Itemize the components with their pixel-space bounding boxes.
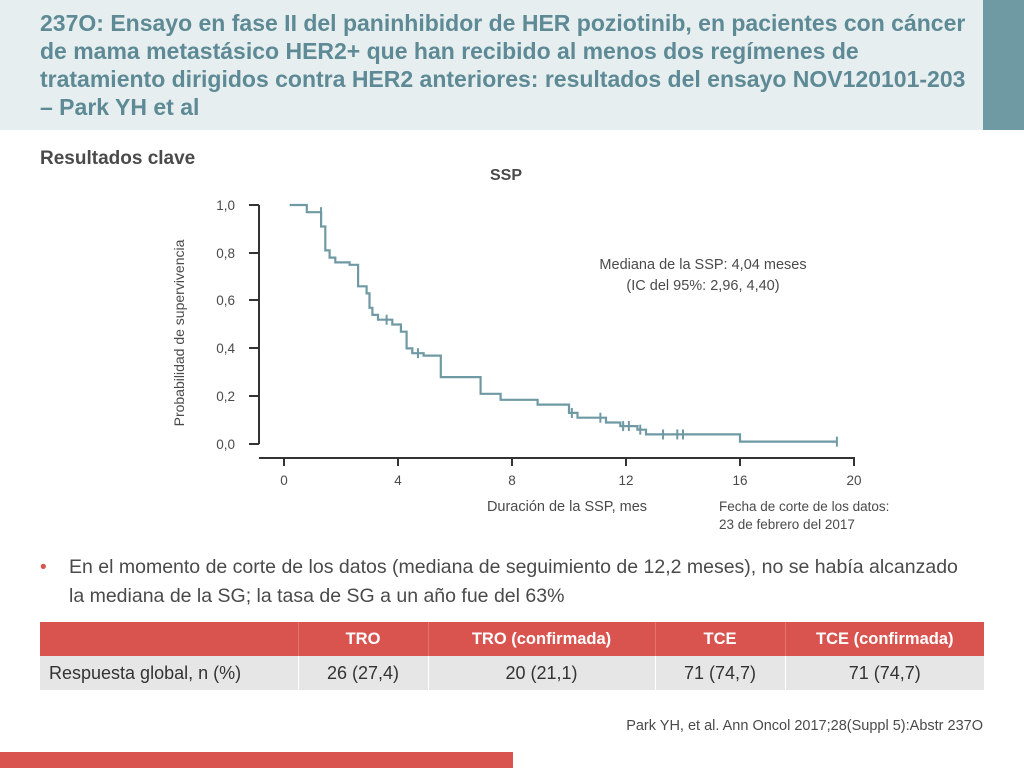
y-tick-label: 0,6 [216, 293, 235, 308]
y-tick-label: 0,2 [216, 389, 235, 404]
y-axis-label: Probabilidad de supervivencia [171, 239, 187, 426]
table-cell: 26 (27,4) [298, 656, 429, 690]
data-cutoff-date: 23 de febrero del 2017 [719, 517, 855, 532]
x-tick-label: 4 [394, 473, 402, 488]
table-row: Respuesta global, n (%) 26 (27,4) 20 (21… [40, 656, 984, 690]
x-tick-label: 20 [846, 473, 861, 488]
title-band [0, 0, 983, 130]
response-table: TRO TRO (confirmada) TCE TCE (confirmada… [40, 622, 984, 690]
os-bullet: • En el momento de corte de los datos (m… [40, 553, 970, 611]
y-tick-label: 1,0 [216, 198, 235, 213]
table-cell: Respuesta global, n (%) [40, 656, 299, 690]
y-tick-label: 0,8 [216, 246, 235, 261]
bullet-text: En el momento de corte de los datos (med… [69, 556, 958, 607]
y-axis [249, 204, 260, 445]
pfs-curve [289, 203, 837, 443]
x-tick-label: 0 [280, 473, 288, 488]
y-tick-label: 0,4 [216, 341, 235, 356]
x-axis [259, 457, 855, 466]
chart-title: SSP [490, 167, 522, 184]
table-header-cell: TRO [298, 622, 429, 656]
table-cell: 71 (74,7) [785, 656, 984, 690]
title-accent-bar [983, 0, 1024, 130]
section-title: Resultados clave [40, 148, 196, 169]
page-title: 237O: Ensayo en fase II del paninhibidor… [40, 10, 966, 120]
x-tick-label: 8 [508, 473, 516, 488]
citation: Park YH, et al. Ann Oncol 2017;28(Suppl … [626, 718, 983, 734]
x-axis-label: Duración de la SSP, mes [487, 499, 647, 515]
data-cutoff-label: Fecha de corte de los datos: [719, 499, 889, 514]
median-pfs-annotation: Mediana de la SSP: 4,04 meses [599, 257, 806, 273]
table-header-row: TRO TRO (confirmada) TCE TCE (confirmada… [40, 622, 984, 656]
table-cell: 20 (21,1) [428, 656, 656, 690]
pfs-chart: SSP 1,0 0,8 0,6 0,4 0,2 0,0 0 4 8 12 16 … [171, 167, 889, 532]
table-cell: 71 (74,7) [655, 656, 786, 690]
bottom-accent-bar [0, 752, 513, 768]
x-tick-label: 12 [618, 473, 633, 488]
censor-marks [320, 207, 838, 447]
table-header-cell: TRO (confirmada) [428, 622, 656, 656]
median-pfs-ci: (IC del 95%: 2,96, 4,40) [626, 278, 779, 294]
table-header-cell: TCE (confirmada) [785, 622, 984, 656]
y-tick-label: 0,0 [216, 437, 235, 452]
x-tick-label: 16 [732, 473, 747, 488]
table-header-cell [40, 622, 299, 656]
bullet-marker: • [40, 557, 47, 578]
table-header-cell: TCE [655, 622, 786, 656]
